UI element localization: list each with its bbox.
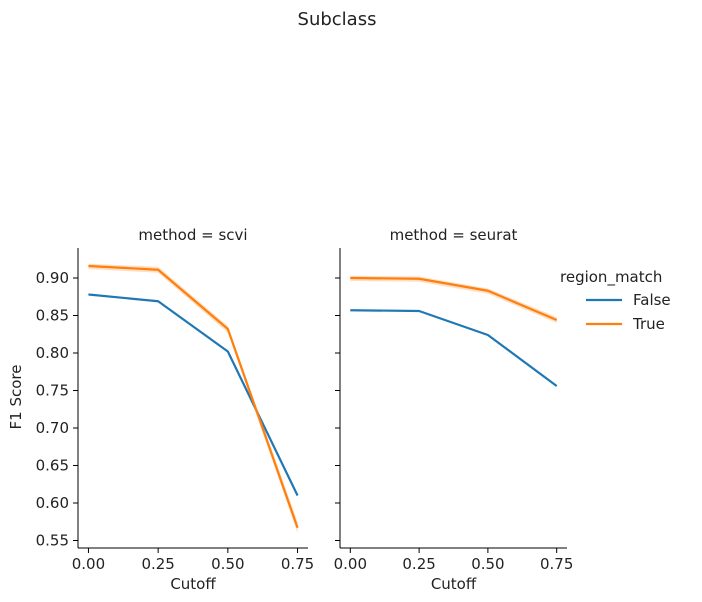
x-tick-label: 0.75 [281, 555, 314, 573]
legend-label-false: False [633, 291, 671, 309]
panels: method = scvi 0.55 0.60 0.65 0.70 0.75 0.80 0.8… [36, 226, 574, 593]
panel-title: method = seurat [390, 226, 518, 244]
legend-label-true: True [632, 315, 665, 333]
y-tick-label: 0.60 [36, 494, 69, 512]
y-tick-label: 0.70 [36, 419, 69, 437]
x-axis-label: Cutoff [431, 575, 477, 593]
series-line-true [350, 276, 558, 322]
y-tick-label: 0.65 [36, 457, 69, 475]
panel-1: method = scvi 0.55 0.60 0.65 0.70 0.75 0.80 0.8… [36, 226, 315, 593]
x-tick-label: 0.25 [402, 555, 435, 573]
y-tick-label: 0.55 [36, 532, 69, 550]
series-line-true [88, 264, 299, 529]
x-tick-label: 0.25 [141, 555, 174, 573]
confidence-band-true [350, 275, 557, 323]
y-tick-label: 0.80 [36, 344, 69, 362]
confidence-band-false [350, 309, 557, 387]
confidence-band-false [88, 293, 298, 497]
x-tick-label: 0.50 [471, 555, 504, 573]
x-tick-label: 0.75 [540, 555, 573, 573]
y-tick-label: 0.75 [36, 382, 69, 400]
legend-title: region_match [560, 268, 662, 287]
x-axis-label: Cutoff [170, 575, 216, 593]
x-tick-label: 0.00 [72, 555, 105, 573]
x-tick-label: 0.50 [211, 555, 244, 573]
legend: region_match False True [560, 268, 671, 333]
series-line-false [88, 293, 299, 496]
y-tick-label: 0.85 [36, 307, 69, 325]
panel-title: method = scvi [138, 226, 247, 244]
y-tick-label: 0.90 [36, 269, 69, 287]
confidence-band-true [88, 263, 298, 533]
panel-2: method = seurat 0.00 0.25 0.50 0.75 Cutoff [334, 226, 574, 593]
series-line-false [350, 309, 558, 387]
x-tick-label: 0.00 [334, 555, 367, 573]
y-axis-label: F1 Score [7, 365, 25, 430]
figure-title: Subclass [298, 9, 377, 30]
